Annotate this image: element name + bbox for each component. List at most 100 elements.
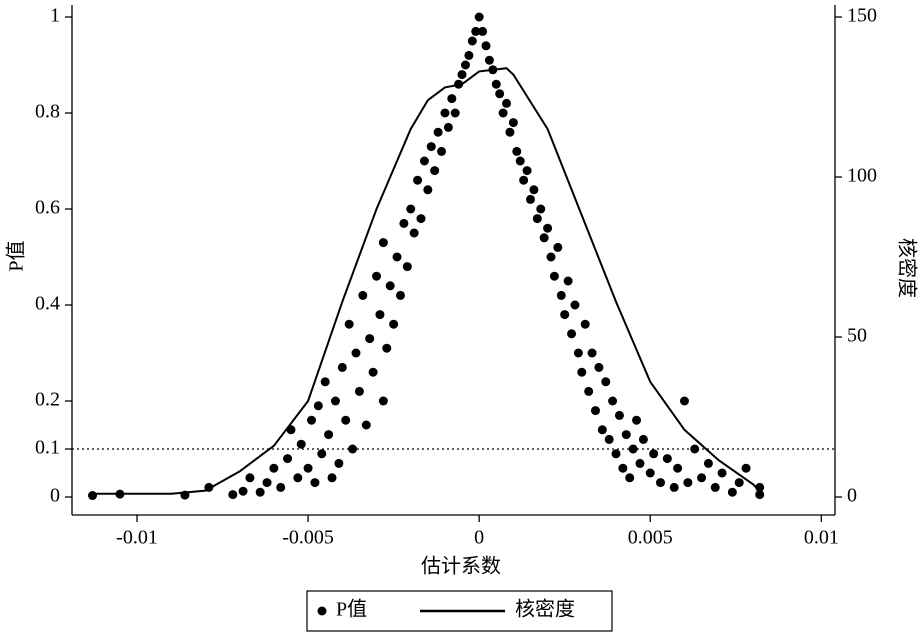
- point: [584, 386, 594, 396]
- legend-label: P值: [336, 598, 367, 621]
- point: [491, 79, 501, 89]
- point: [392, 252, 402, 262]
- point: [330, 396, 340, 406]
- y-axis-label: P值: [5, 240, 28, 271]
- point: [238, 486, 248, 496]
- y2-tick-label: 150: [847, 5, 877, 27]
- point: [741, 463, 751, 473]
- point: [567, 329, 577, 339]
- point: [697, 473, 707, 483]
- point: [690, 444, 700, 454]
- point: [317, 449, 327, 459]
- point: [385, 281, 395, 291]
- point: [628, 444, 638, 454]
- point: [594, 362, 604, 372]
- point: [669, 482, 679, 492]
- y2-tick-label: 0: [847, 485, 857, 507]
- point: [409, 228, 419, 238]
- point: [656, 478, 666, 488]
- point: [471, 26, 481, 36]
- point: [293, 473, 303, 483]
- y-tick-label: 1: [50, 5, 60, 27]
- density-line: [92, 67, 761, 495]
- point: [269, 463, 279, 473]
- point: [611, 449, 621, 459]
- point: [587, 348, 597, 358]
- point: [543, 223, 553, 233]
- point: [320, 377, 330, 387]
- point: [447, 94, 457, 104]
- y2-axis-label: 核密度: [895, 238, 918, 298]
- legend-marker: [317, 606, 327, 616]
- point: [467, 36, 477, 46]
- y-tick-label: 0.4: [35, 293, 60, 315]
- point: [597, 425, 607, 435]
- point: [601, 377, 611, 387]
- point: [481, 41, 491, 51]
- point: [440, 108, 450, 118]
- point: [577, 367, 587, 377]
- point: [430, 166, 440, 176]
- x-axis-label: 估计系数: [421, 555, 501, 578]
- point: [546, 252, 556, 262]
- point: [573, 348, 583, 358]
- point: [389, 319, 399, 329]
- point: [614, 410, 624, 420]
- point: [536, 204, 546, 214]
- point: [406, 204, 416, 214]
- point: [368, 367, 378, 377]
- point: [703, 458, 713, 468]
- point: [512, 146, 522, 156]
- point: [755, 490, 765, 500]
- point: [539, 233, 549, 243]
- point: [351, 348, 361, 358]
- point: [505, 127, 515, 137]
- y-tick-label: 0.8: [35, 101, 60, 123]
- point: [683, 478, 693, 488]
- point: [645, 468, 655, 478]
- point: [327, 473, 337, 483]
- point: [358, 290, 368, 300]
- point: [378, 396, 388, 406]
- point: [433, 127, 443, 137]
- point: [382, 343, 392, 353]
- y-tick-label: 0.6: [35, 197, 60, 219]
- point: [416, 214, 426, 224]
- point: [478, 26, 488, 36]
- y-tick-label: 0.1: [35, 437, 60, 459]
- point: [717, 468, 727, 478]
- point: [245, 473, 255, 483]
- point: [365, 334, 375, 344]
- point: [354, 386, 364, 396]
- point: [570, 300, 580, 310]
- legend-label: 核密度: [515, 598, 575, 621]
- point: [508, 118, 518, 128]
- point: [522, 166, 532, 176]
- point: [560, 310, 570, 320]
- point: [460, 60, 470, 70]
- point: [590, 406, 600, 416]
- point: [361, 420, 371, 430]
- point: [395, 290, 405, 300]
- y-tick-label: 0: [50, 485, 60, 507]
- point: [580, 319, 590, 329]
- point: [556, 290, 566, 300]
- point: [632, 415, 642, 425]
- x-tick-label: 0.005: [628, 527, 673, 549]
- point: [348, 444, 358, 454]
- point: [474, 12, 484, 22]
- point: [310, 478, 320, 488]
- point: [519, 175, 529, 185]
- y2-tick-label: 100: [847, 165, 877, 187]
- point: [625, 473, 635, 483]
- x-tick-label: -0.005: [282, 527, 334, 549]
- point: [662, 454, 672, 464]
- point: [618, 463, 628, 473]
- point: [443, 122, 453, 132]
- point: [283, 454, 293, 464]
- point: [673, 463, 683, 473]
- point: [638, 434, 648, 444]
- y-tick-label: 0.2: [35, 389, 60, 411]
- point: [563, 276, 573, 286]
- point: [228, 490, 238, 500]
